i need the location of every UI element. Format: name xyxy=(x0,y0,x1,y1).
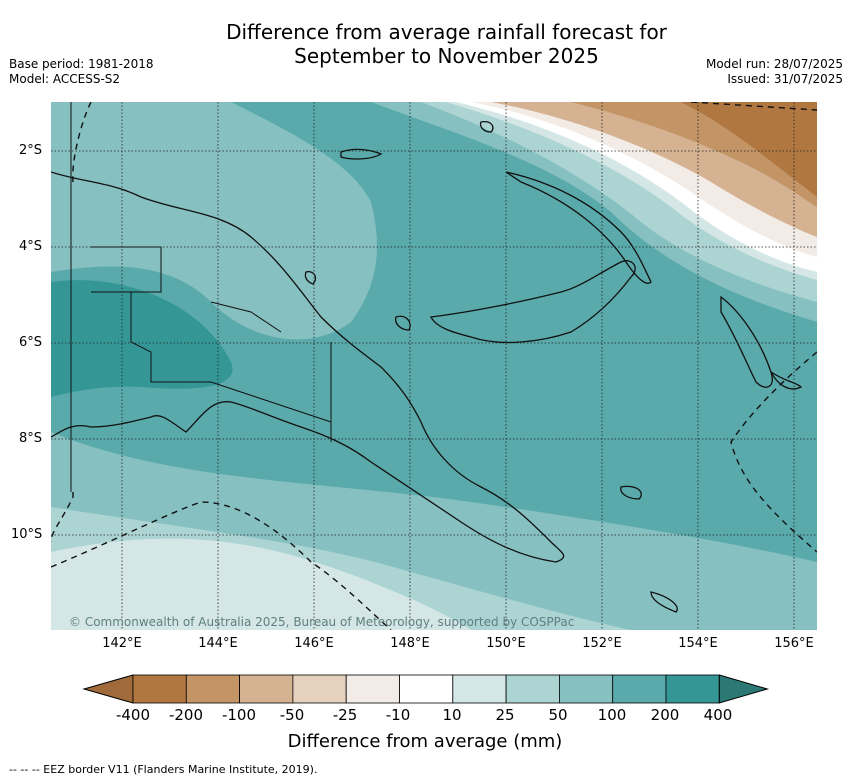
meta-right: Model run: 28/07/2025 Issued: 31/07/2025 xyxy=(706,57,843,87)
colorbar-title: Difference from average (mm) xyxy=(287,731,563,752)
cb-label: 100 xyxy=(597,706,627,724)
lat-label-10s: 10°S xyxy=(11,527,43,542)
colorbar-swatch xyxy=(345,674,400,704)
colorbar-swatch xyxy=(132,674,187,704)
band-minus10-10-south xyxy=(51,538,471,630)
band-100-200-west xyxy=(51,280,233,397)
colorbar xyxy=(82,674,770,704)
model-run: Model run: 28/07/2025 xyxy=(705,57,843,71)
coastlines xyxy=(51,121,803,613)
lon-label-152e: 152°E xyxy=(582,636,622,651)
colorbar-swatch xyxy=(452,674,507,704)
cb-label: -400 xyxy=(115,706,151,724)
cb-label: 400 xyxy=(703,706,733,724)
lon-label-154e: 154°E xyxy=(678,636,718,651)
lat-label-6s: 6°S xyxy=(19,335,43,350)
map-panel xyxy=(51,102,817,630)
eez-footnote: -- -- -- EEZ border V11 (Flanders Marine… xyxy=(9,763,318,776)
lon-label-144e: 144°E xyxy=(198,636,238,651)
cb-label: -100 xyxy=(221,706,257,724)
band-minus200-minus100 xyxy=(681,102,817,197)
cb-label: -25 xyxy=(332,706,358,724)
cb-label: 50 xyxy=(548,706,568,724)
colorbar-extend-low xyxy=(82,674,134,704)
colorbar-swatch xyxy=(292,674,347,704)
lon-label-156e: 156°E xyxy=(774,636,814,651)
province-borders xyxy=(70,102,332,492)
lat-label-4s: 4°S xyxy=(19,239,43,254)
cb-label: -10 xyxy=(385,706,411,724)
colorbar-swatch xyxy=(505,674,560,704)
colorbar-swatch xyxy=(612,674,667,704)
eez-borders xyxy=(51,102,817,630)
graticule xyxy=(51,102,817,630)
meta-left: Base period: 1981-2018 Model: ACCESS-S2 xyxy=(9,57,154,87)
issued-date: Issued: 31/07/2025 xyxy=(727,72,843,86)
title-line-1: Difference from average rainfall forecas… xyxy=(226,20,667,44)
colorbar-swatch xyxy=(665,674,720,704)
cb-label: -200 xyxy=(168,706,204,724)
cb-label: 10 xyxy=(442,706,462,724)
colorbar-extend-high xyxy=(718,674,770,704)
title-line-2: September to November 2025 xyxy=(294,44,599,68)
map-title: Difference from average rainfall forecas… xyxy=(0,20,850,68)
cb-label: -50 xyxy=(279,706,305,724)
cb-label: 200 xyxy=(650,706,680,724)
model-name: Model: ACCESS-S2 xyxy=(9,72,121,86)
rainfall-map xyxy=(51,102,817,630)
cb-label: 25 xyxy=(495,706,515,724)
lon-label-146e: 146°E xyxy=(294,636,334,651)
lat-label-8s: 8°S xyxy=(19,431,43,446)
lon-label-148e: 148°E xyxy=(390,636,430,651)
colorbar-swatch xyxy=(239,674,294,704)
lon-label-142e: 142°E xyxy=(102,636,142,651)
colorbar-swatch xyxy=(558,674,614,704)
lon-label-150e: 150°E xyxy=(486,636,526,651)
lat-label-2s: 2°S xyxy=(19,143,43,158)
base-period: Base period: 1981-2018 xyxy=(9,57,154,71)
colorbar-swatch xyxy=(399,674,454,704)
band-25-50-northwest xyxy=(51,102,377,340)
copyright-note: © Commonwealth of Australia 2025, Bureau… xyxy=(69,615,575,629)
colorbar-swatch xyxy=(185,674,241,704)
